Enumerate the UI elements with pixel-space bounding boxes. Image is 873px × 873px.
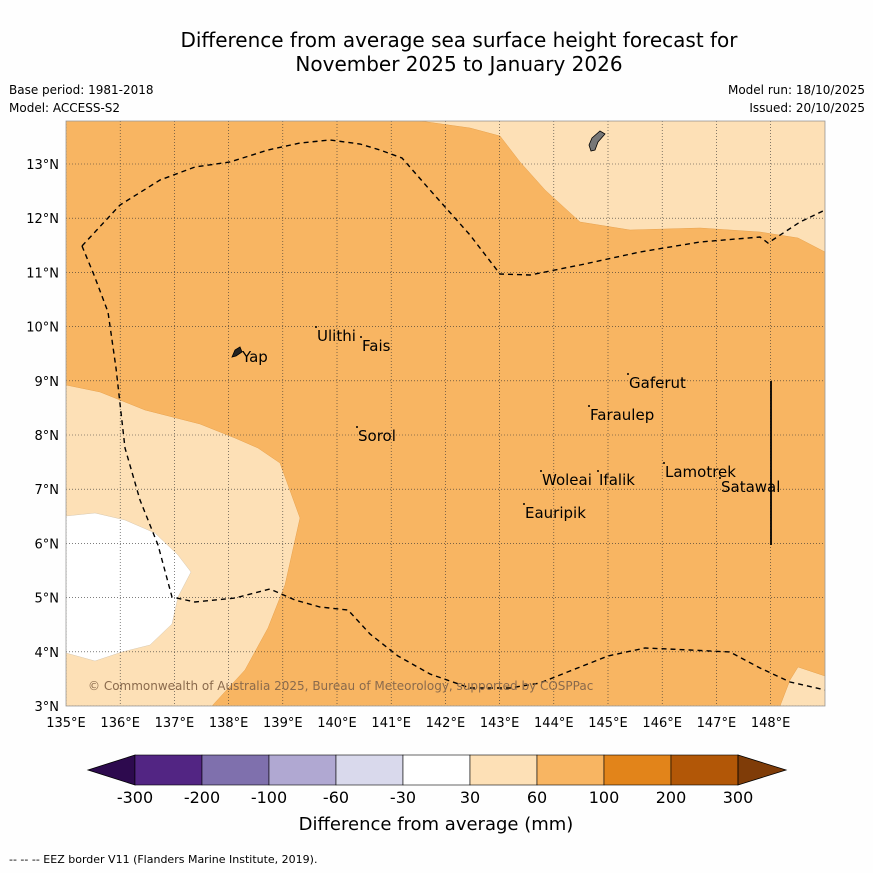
lon-label-2: 137°E bbox=[155, 716, 195, 731]
copyright-text: © Commonwealth of Australia 2025, Bureau… bbox=[88, 679, 593, 693]
place-label-yap: Yap bbox=[241, 348, 268, 366]
colorbar-segment-5 bbox=[402, 754, 471, 786]
model-name: Model: ACCESS-S2 bbox=[9, 101, 121, 115]
guam-island bbox=[588, 130, 606, 152]
colorbar-segment-6 bbox=[469, 754, 538, 786]
colorbar-tick-labels: -300 -200 -100 -60 -30 30 60 100 200 300 bbox=[117, 788, 753, 807]
island-dot-faraulep bbox=[588, 405, 590, 407]
colorbar-segment-2 bbox=[201, 754, 270, 786]
island-dot-ifalik bbox=[597, 470, 599, 472]
colorbar-segment-3 bbox=[268, 754, 337, 786]
colorbar-segment-4 bbox=[335, 754, 404, 786]
lat-label-3: 10°N bbox=[26, 321, 59, 336]
title-line-2: November 2025 to January 2026 bbox=[295, 52, 623, 76]
place-label-faraulep: Faraulep bbox=[590, 406, 654, 424]
island-dot-eauripik bbox=[523, 503, 525, 505]
colorbar-tick-2: -100 bbox=[251, 788, 287, 807]
place-label-ulithi: Ulithi bbox=[317, 327, 356, 345]
island-dot-satawal bbox=[719, 477, 721, 479]
chart-title: Difference from average sea surface heig… bbox=[40, 28, 873, 76]
colorbar-segment-9 bbox=[670, 754, 739, 786]
colorbar-tick-3: -60 bbox=[323, 788, 349, 807]
place-label-gaferut: Gaferut bbox=[629, 374, 686, 392]
anomaly-0-30-region-se bbox=[779, 666, 825, 706]
latitude-labels: 13°N 12°N 11°N 10°N 9°N 8°N 7°N 6°N 5°N 4°N 3°N bbox=[26, 158, 59, 715]
place-label-eauripik: Eauripik bbox=[525, 504, 586, 522]
map-frame bbox=[65, 120, 826, 707]
colorbar-tick-5: 30 bbox=[460, 788, 480, 807]
lon-label-9: 144°E bbox=[534, 716, 574, 731]
lon-label-4: 139°E bbox=[263, 716, 303, 731]
issued-date: Issued: 20/10/2025 bbox=[749, 101, 865, 115]
longitude-labels: 135°E 136°E 137°E 138°E 139°E 140°E 141°E 142°E… bbox=[46, 716, 790, 731]
lon-label-11: 146°E bbox=[642, 716, 682, 731]
colorbar-segment-8 bbox=[603, 754, 672, 786]
lat-label-4: 9°N bbox=[35, 375, 60, 390]
island-dot-fais bbox=[360, 336, 362, 338]
base-period: Base period: 1981-2018 bbox=[9, 83, 154, 97]
island-dot-gaferut bbox=[627, 373, 629, 375]
colorbar-extend-high bbox=[737, 754, 788, 786]
island-dot-ulithi bbox=[315, 326, 317, 328]
island-dot-woleai bbox=[540, 470, 542, 472]
place-label-satawal: Satawal bbox=[721, 478, 780, 496]
graticule bbox=[66, 121, 825, 706]
lon-label-0: 135°E bbox=[46, 716, 86, 731]
lat-label-5: 8°N bbox=[35, 429, 60, 444]
colorbar-extend-low bbox=[86, 754, 136, 786]
map-area: Yap Ulithi Fais Gaferut Faraulep Sorol Woleai I… bbox=[66, 121, 825, 706]
lon-label-5: 140°E bbox=[317, 716, 357, 731]
colorbar-tick-8: 200 bbox=[656, 788, 687, 807]
yap-island bbox=[231, 346, 243, 358]
lon-label-8: 143°E bbox=[480, 716, 520, 731]
eez-border-north bbox=[81, 139, 825, 276]
place-label-ifalik: Ifalik bbox=[599, 471, 635, 489]
lon-label-13: 148°E bbox=[751, 716, 791, 731]
place-label-sorol: Sorol bbox=[358, 427, 396, 445]
anomaly-0-30-region-ne bbox=[419, 121, 825, 253]
meta-right: Model run: 18/10/2025 Issued: 20/10/2025 bbox=[728, 81, 865, 117]
lat-label-7: 6°N bbox=[35, 537, 60, 552]
lat-label-9: 4°N bbox=[35, 646, 60, 661]
lat-label-0: 13°N bbox=[26, 158, 59, 173]
eez-border-south bbox=[81, 245, 825, 691]
colorbar-segment-7 bbox=[536, 754, 605, 786]
lon-label-6: 141°E bbox=[371, 716, 411, 731]
colorbar-tick-0: -300 bbox=[117, 788, 153, 807]
place-labels: Yap Ulithi Fais Gaferut Faraulep Sorol Woleai I… bbox=[241, 327, 780, 522]
place-label-fais: Fais bbox=[362, 337, 391, 355]
title-line-1: Difference from average sea surface heig… bbox=[180, 28, 738, 52]
colorbar-axis-label: Difference from average (mm) bbox=[299, 814, 574, 835]
lat-label-8: 5°N bbox=[35, 592, 60, 607]
eez-footnote: -- -- -- EEZ border V11 (Flanders Marine… bbox=[9, 853, 318, 866]
island-dot-lamotrek bbox=[663, 462, 665, 464]
lat-label-2: 11°N bbox=[26, 266, 59, 281]
lon-label-3: 138°E bbox=[209, 716, 249, 731]
colorbar bbox=[86, 754, 788, 786]
colorbar-tick-7: 100 bbox=[589, 788, 620, 807]
lon-label-7: 142°E bbox=[426, 716, 466, 731]
island-dot-sorol bbox=[356, 426, 358, 428]
lon-label-1: 136°E bbox=[100, 716, 140, 731]
colorbar-segment-1 bbox=[134, 754, 203, 786]
lat-label-10: 3°N bbox=[35, 700, 60, 715]
place-label-woleai: Woleai bbox=[542, 471, 592, 489]
lat-label-1: 12°N bbox=[26, 212, 59, 227]
place-label-lamotrek: Lamotrek bbox=[665, 463, 736, 481]
island-markers bbox=[315, 326, 721, 505]
colorbar-tick-9: 300 bbox=[723, 788, 754, 807]
lon-label-10: 145°E bbox=[588, 716, 628, 731]
colorbar-tick-6: 60 bbox=[527, 788, 547, 807]
lat-label-6: 7°N bbox=[35, 483, 60, 498]
model-run: Model run: 18/10/2025 bbox=[727, 83, 865, 97]
meta-left: Base period: 1981-2018 Model: ACCESS-S2 bbox=[9, 81, 154, 117]
colorbar-tick-1: -200 bbox=[184, 788, 220, 807]
colorbar-tick-4: -30 bbox=[390, 788, 416, 807]
lon-label-12: 147°E bbox=[697, 716, 737, 731]
